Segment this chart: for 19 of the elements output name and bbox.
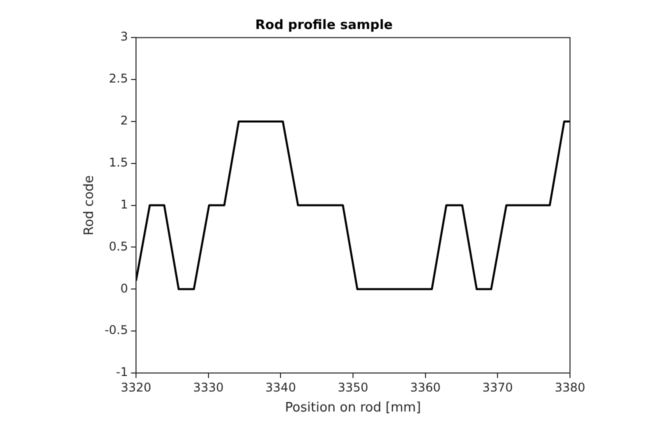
x-tick-label: 3330 [193,380,224,394]
x-tick-label: 3380 [554,380,586,394]
x-tick-label: 3350 [338,380,368,394]
y-tick-label: 3 [120,30,128,44]
y-tick-label: -1 [116,365,128,380]
y-tick-label: -0.5 [104,323,128,338]
y-tick-label: 0.5 [108,239,128,254]
x-tick-label: 3370 [482,380,513,394]
x-tick-label: 3340 [265,380,296,394]
y-tick-label: 1 [120,197,128,212]
y-tick-label: 2.5 [108,72,128,86]
y-axis-title: Rod code [82,175,98,236]
y-tick-label: 0 [120,281,128,296]
chart-title: Rod profile sample [255,18,393,34]
y-tick-label: 1.5 [108,156,128,170]
y-tick-label: 2 [120,114,128,128]
x-tick-label: 3360 [410,380,441,394]
x-axis-title: Position on rod [mm] [285,400,421,416]
x-tick-label: 3320 [120,380,152,394]
